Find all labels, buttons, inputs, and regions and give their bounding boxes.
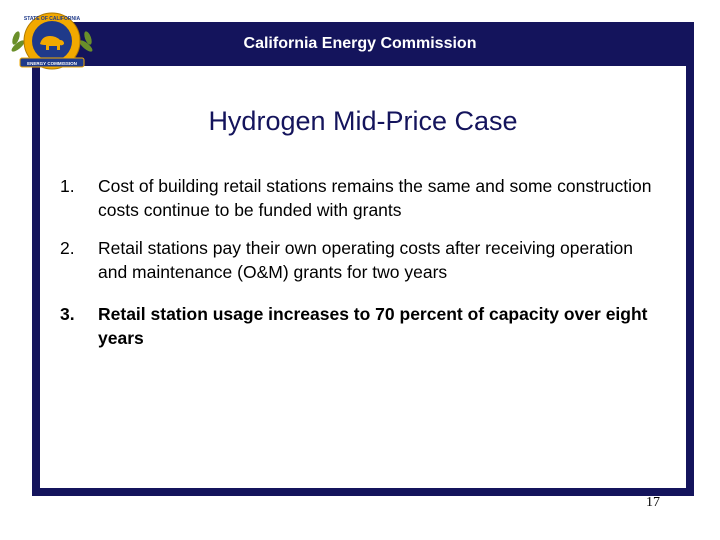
content-area — [40, 66, 686, 488]
seal-text-bottom: ENERGY COMMISSION — [27, 61, 77, 66]
slide-title: Hydrogen Mid-Price Case — [208, 106, 518, 136]
seal-text-top: STATE OF CALIFORNIA — [24, 16, 81, 22]
header-title: California Energy Commission — [243, 35, 477, 52]
page-number: 17 — [646, 495, 660, 510]
list-item: 2. Retail stations pay their own operati… — [60, 236, 660, 284]
list-item-text: Cost of building retail stations remains… — [98, 176, 652, 220]
list-item: 1. Cost of building retail stations rema… — [60, 174, 660, 222]
list-item-text: Retail stations pay their own operating … — [98, 238, 634, 282]
list-item-text: Retail station usage increases to 70 per… — [98, 304, 648, 348]
list-item-number: 1. — [60, 176, 75, 196]
list-item-number: 2. — [60, 238, 75, 258]
seal-icon: STATE OF CALIFORNIA ENERGY COMMISSION — [11, 12, 93, 70]
list-item-number: 3. — [60, 304, 75, 324]
list-item: 3. Retail station usage increases to 70 … — [60, 302, 660, 350]
